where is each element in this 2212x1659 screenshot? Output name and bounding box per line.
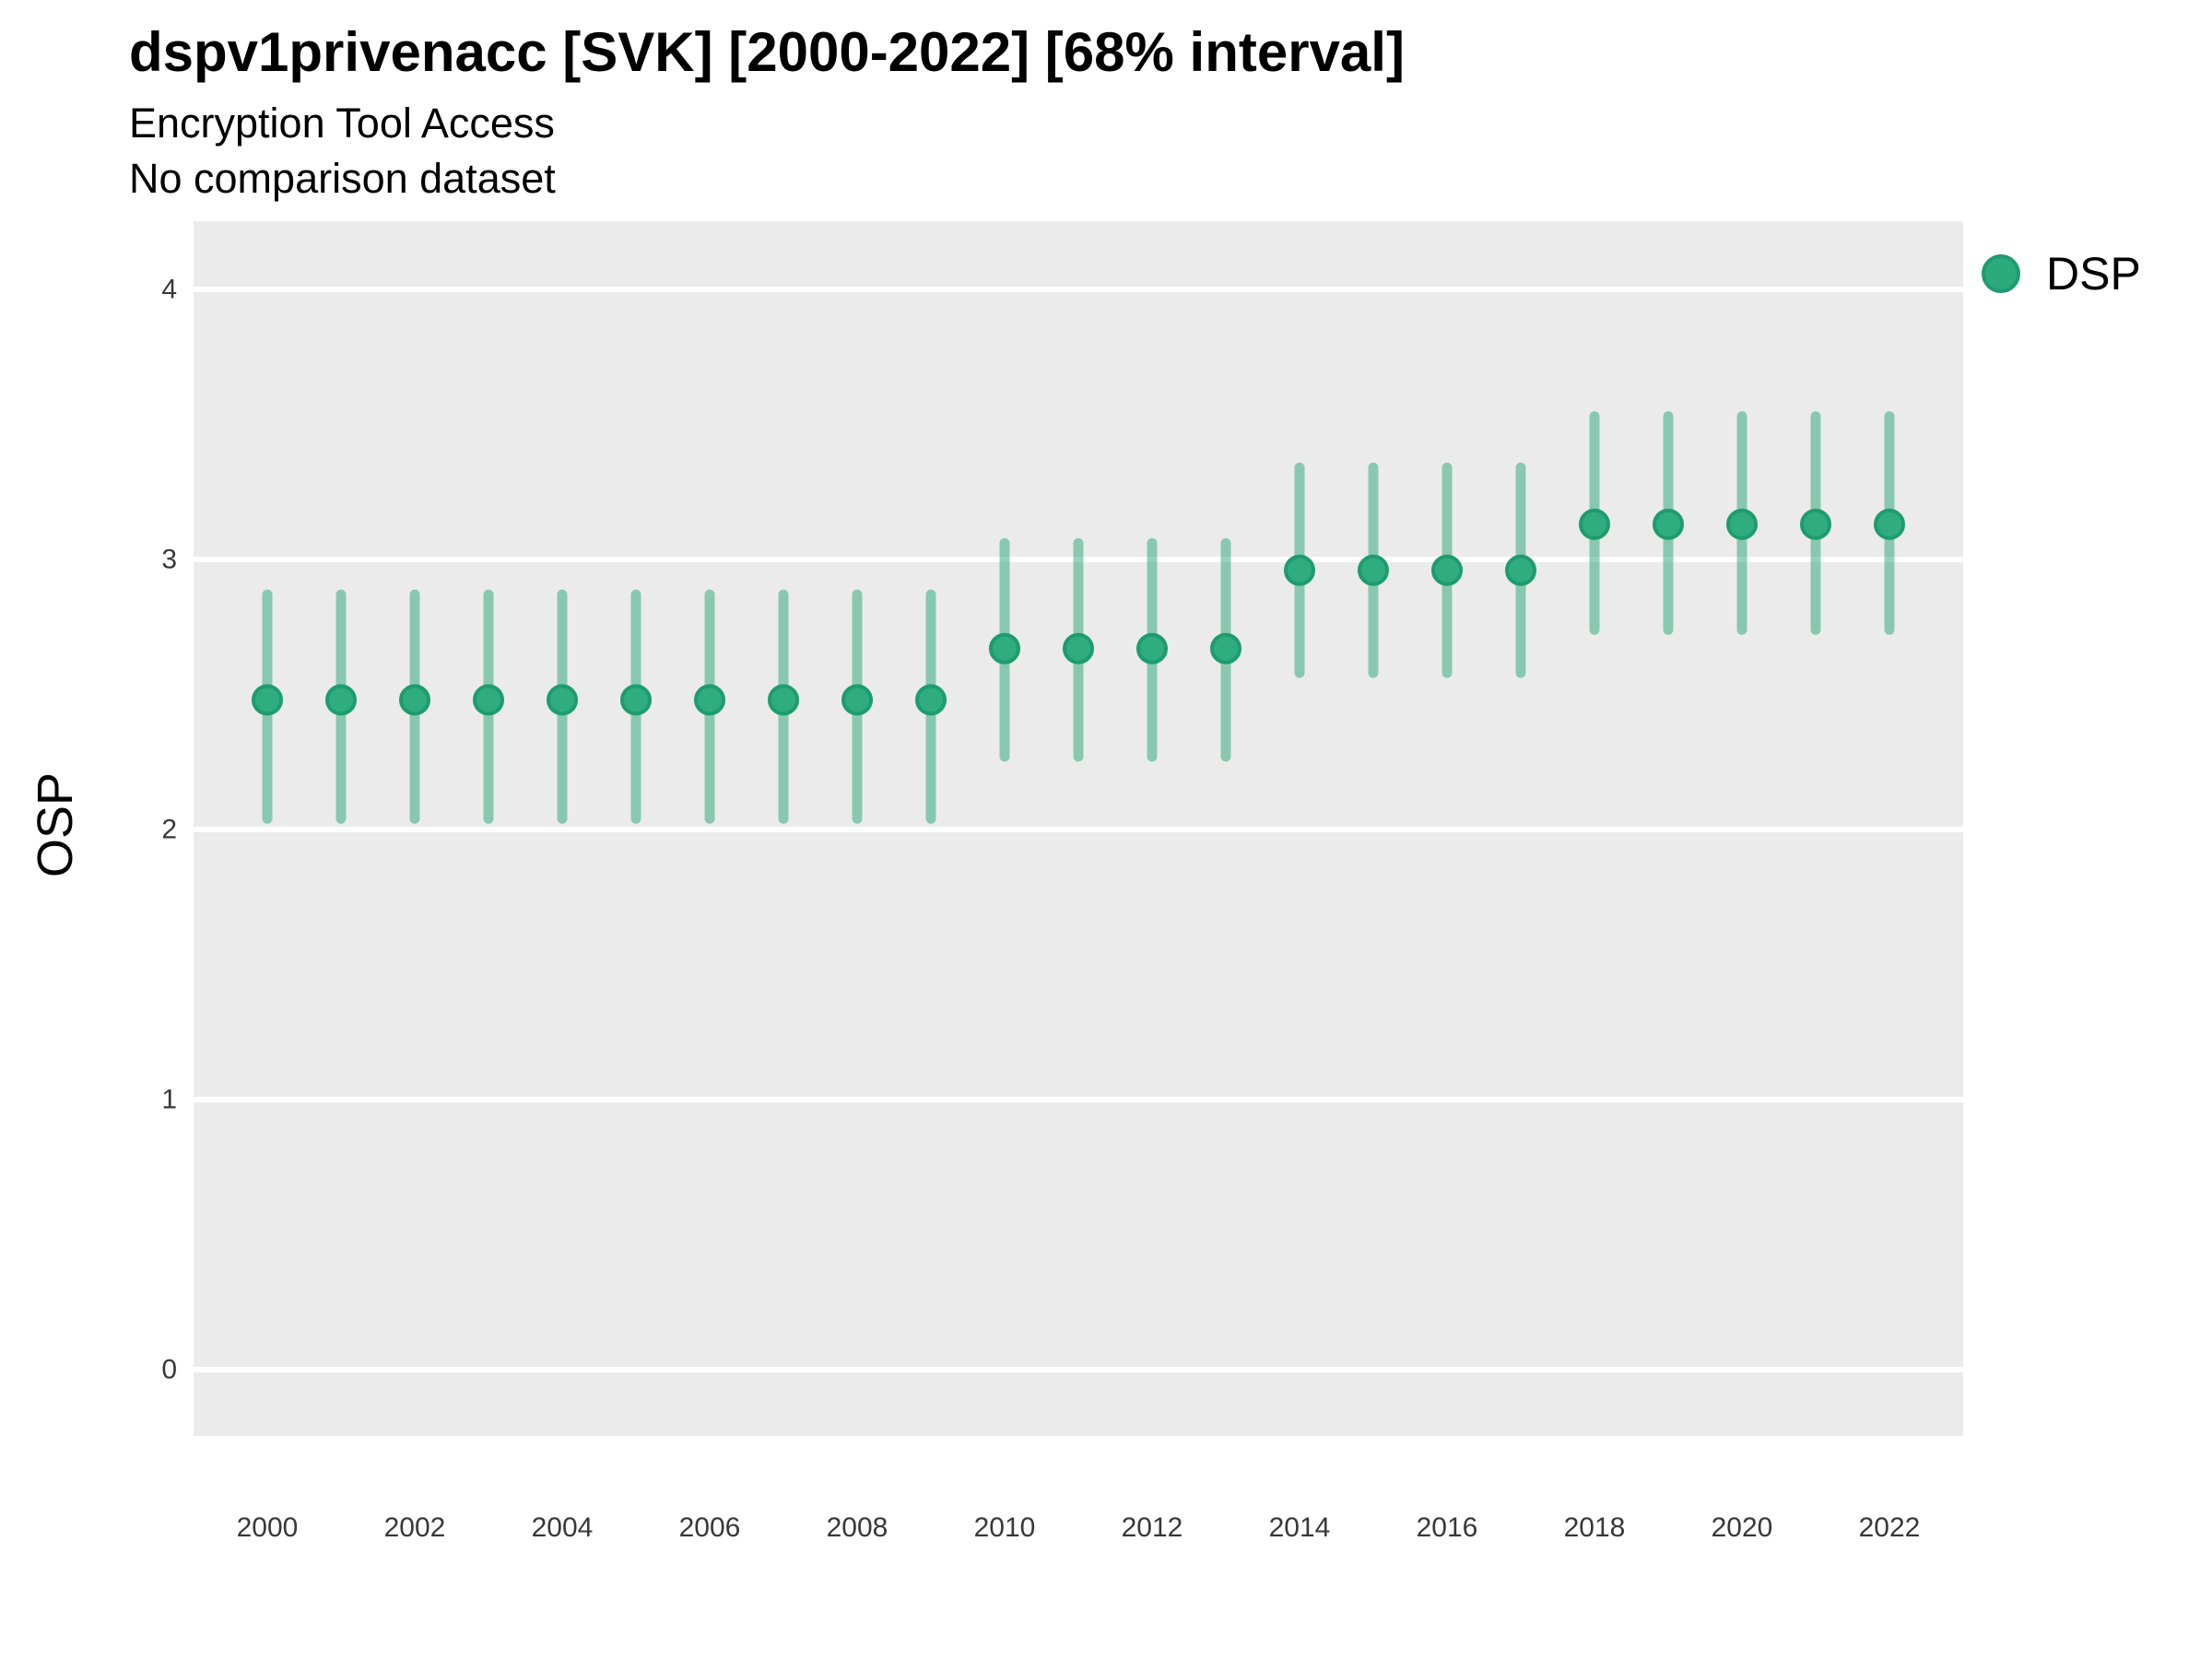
data-point-2015 <box>1358 554 1389 586</box>
legend-label: DSP <box>2046 248 2141 300</box>
comparison-note: No comparison dataset <box>129 155 556 202</box>
y-tick-label-1: 1 <box>161 1085 177 1115</box>
x-tick-label-2010: 2010 <box>974 1512 1036 1543</box>
x-tick-label-2020: 2020 <box>1712 1512 1773 1543</box>
legend-point-icon <box>1982 254 2020 293</box>
data-point-2010 <box>989 632 1020 665</box>
x-tick-label-2000: 2000 <box>237 1512 299 1543</box>
y-tick-label-0: 0 <box>161 1355 177 1385</box>
data-point-2000 <box>252 684 283 716</box>
data-point-2016 <box>1431 554 1463 586</box>
data-point-2020 <box>1726 508 1758 540</box>
data-point-2021 <box>1800 508 1831 540</box>
x-tick-label-2008: 2008 <box>827 1512 888 1543</box>
data-point-2005 <box>620 684 652 716</box>
data-point-2009 <box>915 684 947 716</box>
data-point-2011 <box>1063 632 1094 665</box>
x-tick-label-2012: 2012 <box>1122 1512 1183 1543</box>
chart-title: dspv1privenacc [SVK] [2000-2022] [68% in… <box>129 21 1405 83</box>
x-tick-label-2004: 2004 <box>532 1512 594 1543</box>
data-point-2017 <box>1505 554 1536 586</box>
data-point-2012 <box>1136 632 1168 665</box>
data-point-2013 <box>1210 632 1241 665</box>
x-tick-label-2006: 2006 <box>679 1512 741 1543</box>
chart-subtitle: Encryption Tool Access <box>129 100 555 147</box>
x-tick-label-2016: 2016 <box>1417 1512 1478 1543</box>
x-tick-label-2018: 2018 <box>1564 1512 1626 1543</box>
data-point-2006 <box>694 684 725 716</box>
data-point-2019 <box>1653 508 1684 540</box>
x-tick-label-2014: 2014 <box>1269 1512 1331 1543</box>
data-point-2002 <box>399 684 430 716</box>
data-point-2014 <box>1284 554 1315 586</box>
data-point-2022 <box>1874 508 1905 540</box>
data-point-2008 <box>841 684 873 716</box>
x-tick-label-2002: 2002 <box>384 1512 446 1543</box>
y-tick-label-3: 3 <box>161 545 177 575</box>
data-point-2001 <box>325 684 357 716</box>
x-tick-label-2022: 2022 <box>1859 1512 1921 1543</box>
data-point-2018 <box>1579 508 1610 540</box>
data-point-2004 <box>547 684 578 716</box>
data-point-2003 <box>473 684 504 716</box>
legend: DSP <box>1982 247 2141 300</box>
y-tick-label-4: 4 <box>161 275 177 305</box>
data-point-2007 <box>768 684 799 716</box>
y-tick-label-2: 2 <box>161 815 177 845</box>
